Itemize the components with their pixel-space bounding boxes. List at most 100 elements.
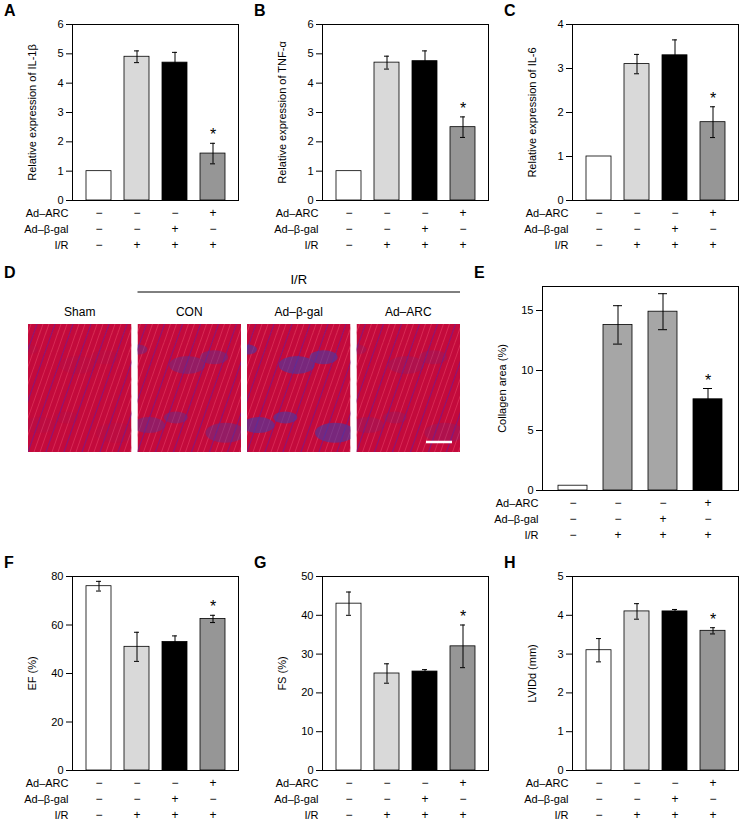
svg-text:*: * xyxy=(460,100,466,117)
svg-text:40: 40 xyxy=(301,609,313,621)
svg-text:*: * xyxy=(710,611,716,628)
svg-text:+: + xyxy=(209,238,216,252)
svg-text:−: − xyxy=(345,222,352,236)
svg-text:2: 2 xyxy=(57,135,63,147)
svg-text:0: 0 xyxy=(527,484,533,496)
svg-text:−: − xyxy=(345,808,352,822)
svg-text:−: − xyxy=(595,222,602,236)
svg-text:+: + xyxy=(709,238,716,252)
svg-text:CON: CON xyxy=(176,305,203,319)
svg-text:−: − xyxy=(614,496,621,510)
svg-text:+: + xyxy=(383,808,390,822)
svg-text:6: 6 xyxy=(307,18,313,30)
svg-text:4: 4 xyxy=(307,77,313,89)
svg-text:0: 0 xyxy=(557,194,563,206)
svg-text:10: 10 xyxy=(301,725,313,737)
svg-text:15: 15 xyxy=(521,304,533,316)
svg-text:−: − xyxy=(614,512,621,526)
svg-text:+: + xyxy=(171,792,178,806)
svg-text:0: 0 xyxy=(57,194,63,206)
svg-text:+: + xyxy=(459,206,466,220)
svg-text:+: + xyxy=(659,512,666,526)
svg-text:−: − xyxy=(671,206,678,220)
svg-text:+: + xyxy=(704,496,711,510)
svg-text:I/R: I/R xyxy=(524,529,538,541)
svg-text:−: − xyxy=(595,808,602,822)
svg-text:*: * xyxy=(705,372,711,389)
svg-text:−: − xyxy=(671,776,678,790)
svg-text:+: + xyxy=(209,776,216,790)
svg-text:40: 40 xyxy=(51,667,63,679)
svg-text:I/R: I/R xyxy=(554,809,568,821)
svg-text:+: + xyxy=(671,792,678,806)
svg-text:3: 3 xyxy=(557,648,563,660)
svg-text:+: + xyxy=(383,238,390,252)
svg-text:+: + xyxy=(209,808,216,822)
svg-text:*: * xyxy=(460,608,466,625)
svg-text:−: − xyxy=(383,206,390,220)
svg-text:+: + xyxy=(209,206,216,220)
svg-text:4: 4 xyxy=(557,609,563,621)
svg-text:+: + xyxy=(459,238,466,252)
svg-text:5: 5 xyxy=(557,570,563,582)
svg-text:−: − xyxy=(345,792,352,806)
svg-text:EF (%): EF (%) xyxy=(26,656,38,690)
svg-text:Ad–ARC: Ad–ARC xyxy=(496,497,539,509)
svg-text:+: + xyxy=(614,528,621,542)
svg-text:0: 0 xyxy=(57,764,63,776)
svg-text:−: − xyxy=(209,222,216,236)
svg-text:−: − xyxy=(633,776,640,790)
svg-text:−: − xyxy=(421,776,428,790)
svg-text:−: − xyxy=(95,808,102,822)
svg-text:−: − xyxy=(595,206,602,220)
svg-text:1: 1 xyxy=(307,165,313,177)
svg-text:Relative expression of TNF-α: Relative expression of TNF-α xyxy=(276,41,288,184)
svg-text:I/R: I/R xyxy=(304,239,318,251)
svg-text:−: − xyxy=(421,206,428,220)
svg-text:1: 1 xyxy=(57,165,63,177)
svg-text:+: + xyxy=(709,808,716,822)
svg-text:+: + xyxy=(421,808,428,822)
svg-text:−: − xyxy=(704,512,711,526)
svg-text:10: 10 xyxy=(521,364,533,376)
svg-text:−: − xyxy=(345,238,352,252)
svg-text:80: 80 xyxy=(51,570,63,582)
svg-text:I/R: I/R xyxy=(54,239,68,251)
svg-text:−: − xyxy=(383,222,390,236)
svg-text:+: + xyxy=(671,222,678,236)
svg-text:4: 4 xyxy=(557,18,563,30)
svg-text:−: − xyxy=(459,792,466,806)
svg-text:−: − xyxy=(595,792,602,806)
svg-text:−: − xyxy=(569,528,576,542)
svg-text:+: + xyxy=(704,528,711,542)
svg-text:−: − xyxy=(633,222,640,236)
svg-text:+: + xyxy=(421,238,428,252)
svg-text:+: + xyxy=(171,222,178,236)
svg-text:Ad–β-gal: Ad–β-gal xyxy=(524,793,568,805)
svg-text:+: + xyxy=(459,776,466,790)
svg-text:−: − xyxy=(459,222,466,236)
svg-text:−: − xyxy=(633,792,640,806)
svg-text:Ad–ARC: Ad–ARC xyxy=(526,777,569,789)
svg-text:0: 0 xyxy=(307,194,313,206)
svg-text:−: − xyxy=(345,206,352,220)
svg-text:Ad–ARC: Ad–ARC xyxy=(26,207,69,219)
svg-text:1: 1 xyxy=(557,150,563,162)
svg-text:3: 3 xyxy=(307,106,313,118)
svg-text:+: + xyxy=(133,238,140,252)
svg-text:+: + xyxy=(633,238,640,252)
svg-text:Ad–β-gal: Ad–β-gal xyxy=(24,793,68,805)
svg-text:−: − xyxy=(659,496,666,510)
svg-text:1: 1 xyxy=(557,725,563,737)
svg-text:+: + xyxy=(133,808,140,822)
svg-text:+: + xyxy=(459,808,466,822)
svg-text:−: − xyxy=(345,776,352,790)
svg-text:Sham: Sham xyxy=(64,305,95,319)
svg-text:−: − xyxy=(383,792,390,806)
svg-text:50: 50 xyxy=(301,570,313,582)
svg-text:−: − xyxy=(133,792,140,806)
svg-text:0: 0 xyxy=(307,764,313,776)
svg-text:Ad–β-gal: Ad–β-gal xyxy=(24,223,68,235)
svg-text:−: − xyxy=(633,206,640,220)
svg-text:+: + xyxy=(421,222,428,236)
